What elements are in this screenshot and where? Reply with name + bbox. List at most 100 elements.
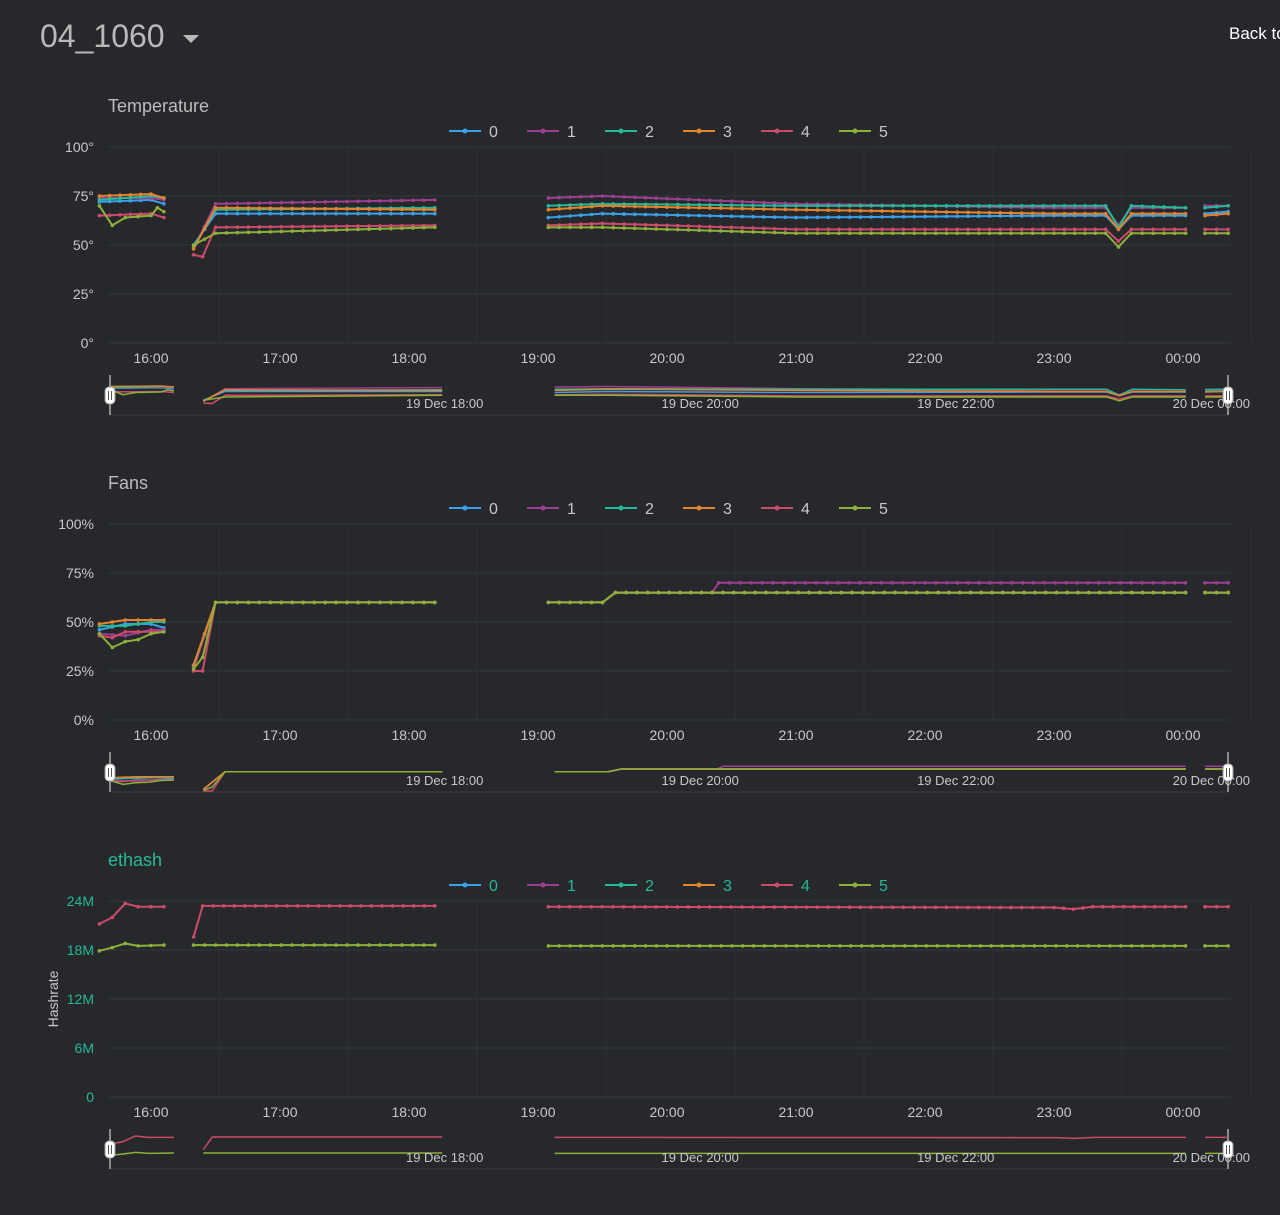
navigator-handle-left[interactable]	[104, 1140, 116, 1159]
legend-item-5[interactable]: 5	[839, 878, 888, 895]
x-tick-label: 19:00	[520, 350, 555, 366]
data-point	[1072, 211, 1077, 216]
range-navigator[interactable]: 19 Dec 18:00 19 Dec 20:00 19 Dec 22:00 20 D…	[104, 1129, 1250, 1170]
series-1	[97, 194, 1230, 251]
data-point	[794, 227, 798, 232]
data-point	[1203, 581, 1207, 585]
data-point	[772, 226, 777, 231]
data-point	[1052, 905, 1056, 910]
data-point	[1071, 907, 1076, 911]
data-point	[643, 204, 648, 209]
range-navigator[interactable]: 19 Dec 18:00 19 Dec 20:00 19 Dec 22:00 20 D…	[104, 375, 1250, 416]
data-point	[162, 904, 166, 909]
data-point	[123, 630, 127, 634]
data-point	[826, 204, 831, 208]
data-point	[400, 207, 404, 212]
data-point	[433, 207, 437, 212]
data-point	[557, 944, 561, 948]
data-point	[1172, 211, 1177, 216]
legend-item-4[interactable]: 4	[761, 878, 810, 895]
data-point	[1083, 204, 1087, 208]
data-point	[847, 215, 852, 219]
data-point	[643, 212, 648, 217]
legend-item-1[interactable]: 1	[527, 501, 576, 518]
data-point	[861, 590, 865, 595]
data-point	[710, 590, 715, 595]
data-point	[107, 213, 112, 218]
legend-item-4[interactable]: 4	[761, 124, 810, 141]
data-point	[697, 228, 702, 233]
navigator-series	[554, 393, 1186, 400]
data-point	[1118, 944, 1123, 948]
navigator-series	[109, 1135, 174, 1146]
data-point	[675, 205, 680, 210]
x-tick-label: 16:00	[133, 727, 168, 743]
navigator-handle-left[interactable]	[104, 386, 116, 405]
data-point	[665, 213, 669, 217]
data-point	[1183, 944, 1188, 948]
legend-item-2[interactable]: 2	[605, 124, 654, 141]
data-point	[807, 590, 811, 595]
legend-item-3[interactable]: 3	[683, 501, 732, 518]
data-point	[699, 590, 704, 595]
series-5	[97, 941, 1230, 953]
data-point	[783, 905, 787, 909]
data-point	[1064, 581, 1068, 585]
data-point	[751, 230, 755, 234]
data-point	[149, 943, 153, 948]
data-point	[987, 231, 992, 236]
legend-item-0[interactable]: 0	[449, 878, 498, 895]
data-point	[794, 944, 799, 948]
data-point	[345, 207, 349, 211]
data-point	[740, 905, 744, 909]
data-point	[1214, 212, 1219, 217]
legend-item-5[interactable]: 5	[839, 501, 888, 518]
legend-item-1[interactable]: 1	[527, 124, 576, 141]
data-point	[345, 227, 349, 232]
data-point	[1214, 204, 1219, 209]
series-line	[192, 601, 435, 666]
data-point	[149, 904, 153, 909]
legend-item-2[interactable]: 2	[605, 878, 654, 895]
data-point	[400, 211, 404, 216]
legend-item-0[interactable]: 0	[449, 501, 498, 518]
navigator-handle-right[interactable]	[1222, 1140, 1234, 1159]
legend-item-3[interactable]: 3	[683, 878, 732, 895]
data-point	[1203, 227, 1207, 232]
data-point	[718, 206, 723, 210]
data-point	[312, 943, 316, 947]
machine-selector[interactable]: 04_1060	[40, 18, 199, 55]
range-navigator[interactable]: 19 Dec 18:00 19 Dec 20:00 19 Dec 22:00 20 D…	[104, 752, 1250, 793]
legend-label: 1	[567, 878, 576, 895]
data-point	[783, 227, 788, 231]
data-point	[422, 943, 426, 947]
data-point	[1103, 204, 1108, 208]
data-point	[890, 209, 895, 213]
data-point	[837, 208, 841, 213]
data-point	[389, 207, 393, 212]
legend-item-1[interactable]: 1	[527, 878, 576, 895]
legend-item-2[interactable]: 2	[605, 501, 654, 518]
y-tick-label: 24M	[67, 893, 94, 909]
navigator-handle-left[interactable]	[104, 763, 116, 782]
data-point	[665, 944, 669, 948]
legend-item-3[interactable]: 3	[683, 124, 732, 141]
legend-item-5[interactable]: 5	[839, 124, 888, 141]
data-point	[783, 203, 788, 208]
data-point	[966, 581, 971, 585]
data-point	[568, 225, 572, 230]
navigator-handle-right[interactable]	[1222, 386, 1234, 405]
data-point	[976, 231, 981, 236]
chevron-down-icon[interactable]	[182, 34, 199, 43]
data-point	[1072, 227, 1077, 232]
data-point	[635, 590, 639, 595]
data-point	[1101, 904, 1105, 909]
x-tick-label: 23:00	[1036, 727, 1071, 743]
data-point	[815, 227, 820, 232]
back-link[interactable]: Back to	[1229, 24, 1280, 43]
navigator-handle-right[interactable]	[1222, 763, 1234, 782]
legend-item-0[interactable]: 0	[449, 124, 498, 141]
data-point	[804, 231, 809, 236]
legend-item-4[interactable]: 4	[761, 501, 810, 518]
data-point	[224, 225, 229, 230]
